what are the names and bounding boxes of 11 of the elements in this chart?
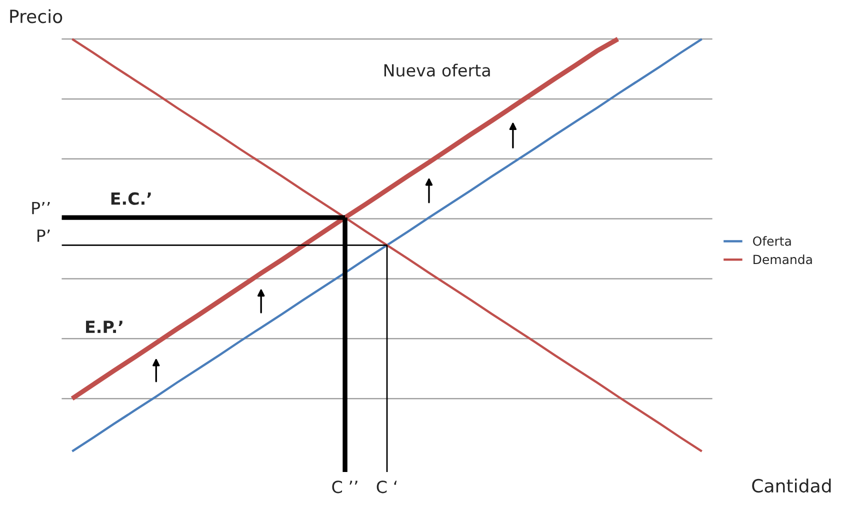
y-axis-title: Precio [10, 9, 62, 24]
ref-line-label: P’ [37, 230, 50, 242]
ref-line-label: P’’ [32, 202, 50, 214]
annotation: E.P.’ [86, 320, 122, 333]
x-tick-label: C ’’ [332, 480, 358, 494]
legend-label: Demanda [754, 254, 812, 264]
legend-label: Oferta [753, 236, 791, 246]
annotation: E.C.’ [111, 192, 151, 205]
x-tick-label: C ‘ [376, 480, 397, 494]
annotation: Nueva oferta [384, 64, 490, 77]
x-axis-title: Cantidad [752, 478, 831, 493]
